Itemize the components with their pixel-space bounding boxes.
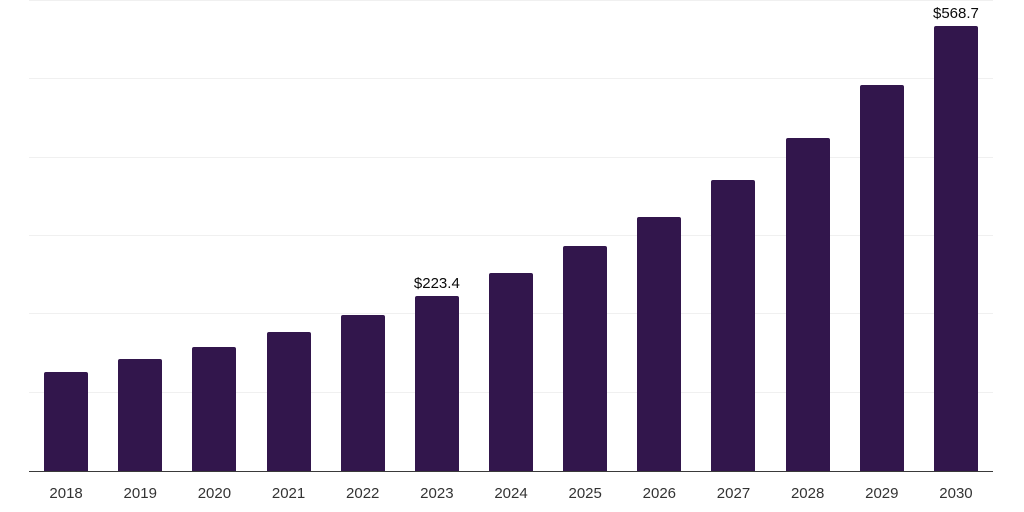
x-axis-label-2022: 2022 [346,485,380,502]
x-axis-label-2028: 2028 [790,485,825,502]
bar-column-2020 [177,1,251,471]
x-axis-label-2019: 2019 [123,485,157,502]
bar-column-2024 [474,1,548,471]
bar-column-2029 [845,1,919,471]
bar-2021 [266,331,311,471]
x-axis-label-2026: 2026 [642,485,677,502]
bar-2020 [192,346,237,471]
gridline-400 [29,156,993,158]
bar-2028 [785,137,830,471]
bar-column-2025 [548,1,622,471]
bar-value-label-2030: $568.7 [933,4,979,22]
bar-column-2026 [622,1,696,471]
bar-2027 [711,179,756,471]
x-axis-label-2020: 2020 [197,485,232,502]
bar-2022 [340,314,385,471]
x-axis-label-2025: 2025 [568,485,602,502]
bar-column-2023: $223.4 [400,1,474,471]
bar-2029 [859,84,904,471]
x-axis-label-2024: 2024 [494,485,528,502]
x-axis-label-2029: 2029 [865,485,899,502]
bar-2025 [563,245,608,471]
x-axis-label-2023: 2023 [420,485,454,502]
plot-area: $223.4 $568.7 [29,0,993,472]
x-axis-labels: 2018 2019 2020 2021 2022 2023 2024 2025 2026 2027… [29,472,993,502]
x-axis-label-2027: 2027 [716,485,751,502]
gridline-500 [29,78,993,80]
bar-value-label-2023: $223.4 [413,275,460,293]
bar-2030 [933,25,978,471]
gridline-300 [29,235,993,236]
x-axis-label-2030: 2030 [939,485,973,502]
bar-column-2021 [251,1,325,471]
gridline-600 [29,0,993,1]
bar-column-2018 [29,1,103,471]
bar-column-2027 [696,1,770,471]
bar-2018 [44,371,89,471]
bar-2023 [414,296,459,471]
x-axis-label-2018: 2018 [49,485,83,502]
bar-column-2028 [771,1,845,471]
bars-row: $223.4 $568.7 [29,1,993,471]
bar-2024 [489,272,534,471]
bar-column-2022 [326,1,400,471]
bar-2019 [118,358,163,471]
x-axis-label-2021: 2021 [271,485,306,502]
bar-2026 [637,216,682,471]
bar-column-2030: $568.7 [919,1,993,471]
bar-column-2019 [103,1,177,471]
